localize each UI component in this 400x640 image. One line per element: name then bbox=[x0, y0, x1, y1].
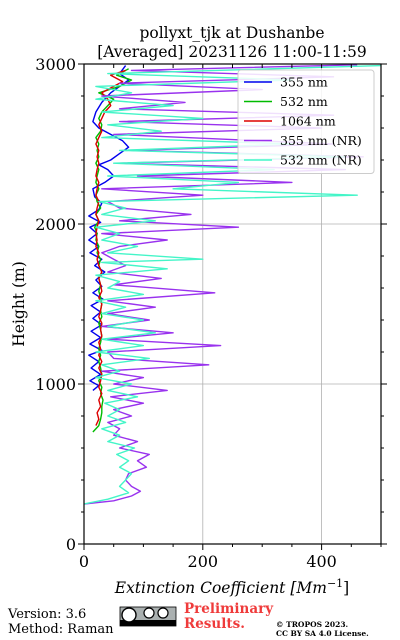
y-tick-label: 0 bbox=[66, 535, 76, 554]
x-tick-label: 0 bbox=[79, 552, 89, 571]
series-line-4 bbox=[84, 64, 381, 505]
y-tick-label: 1000 bbox=[35, 375, 76, 394]
chart-title: pollyxt_tjk at Dushanbe bbox=[139, 24, 324, 42]
chart-subtitle: [Averaged] 20231126 11:00-11:59 bbox=[97, 43, 367, 61]
x-tick-label: 400 bbox=[306, 552, 337, 571]
series-line-3 bbox=[84, 64, 364, 505]
tropos-line1: © TROPOS 2023. bbox=[276, 620, 349, 629]
method-text: Method: Raman bbox=[8, 622, 114, 637]
legend-label: 532 nm bbox=[280, 94, 328, 109]
legend-label: 532 nm (NR) bbox=[280, 153, 362, 168]
legend-label: 355 nm (NR) bbox=[280, 133, 362, 148]
x-axis-label-sup: −1 bbox=[327, 577, 343, 590]
legend: 355 nm 532 nm 1064 nm 355 nm (NR) 532 nm (NR… bbox=[237, 69, 375, 174]
tropos-line2: CC BY SA 4.0 License. bbox=[276, 629, 369, 638]
legend-label: 1064 nm bbox=[280, 114, 336, 129]
tropos-copyright: © TROPOS 2023. CC BY SA 4.0 License. bbox=[276, 620, 369, 638]
x-axis-label-main: Extinction Coefficient [Mm bbox=[114, 579, 327, 597]
y-axis-label: Height (m) bbox=[10, 261, 28, 347]
preliminary-results: Preliminary Results. bbox=[184, 602, 273, 632]
axis-ticks: 0 200 400 0 1000 2000 3000 bbox=[35, 55, 387, 571]
cc-license-icon bbox=[119, 606, 177, 627]
series-layer bbox=[84, 64, 381, 505]
series-line-2 bbox=[95, 69, 126, 426]
version-text: Version: 3.6 bbox=[8, 607, 87, 622]
y-tick-label: 2000 bbox=[35, 215, 76, 234]
x-axis-label: Extinction Coefficient [Mm−1] bbox=[114, 577, 349, 597]
preliminary-line1: Preliminary bbox=[184, 601, 274, 617]
preliminary-line2: Results. bbox=[184, 616, 245, 632]
legend-box bbox=[237, 69, 375, 174]
y-tick-label: 3000 bbox=[35, 55, 76, 74]
x-axis-label-end: ] bbox=[343, 579, 349, 597]
legend-label: 355 nm bbox=[280, 75, 328, 90]
x-tick-label: 200 bbox=[188, 552, 219, 571]
